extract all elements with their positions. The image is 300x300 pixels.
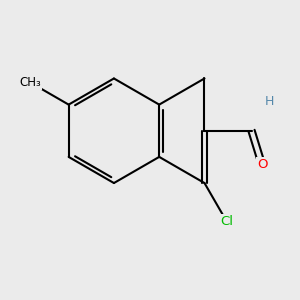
Text: Cl: Cl — [220, 215, 233, 228]
Text: H: H — [265, 95, 274, 109]
Text: CH₃: CH₃ — [19, 76, 41, 89]
Text: O: O — [257, 158, 267, 171]
